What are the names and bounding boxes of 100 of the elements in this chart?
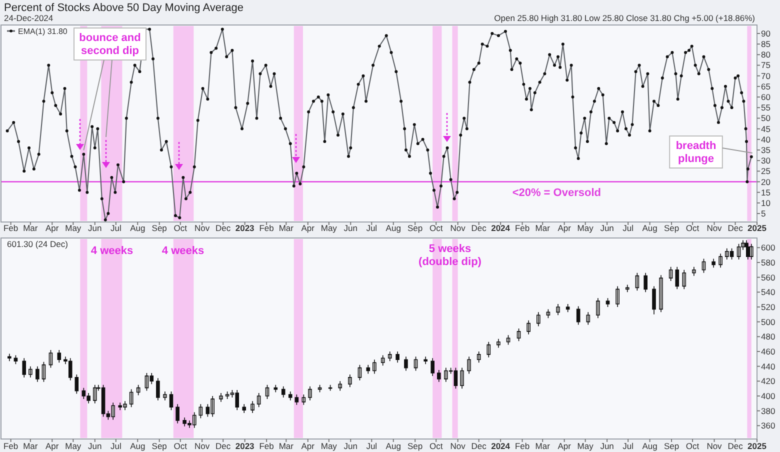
x-tick-label: Dec: [216, 223, 232, 233]
candlestick: [682, 269, 686, 290]
candlestick: [659, 274, 663, 313]
x-tick-label: Feb: [259, 441, 274, 451]
x-tick-label: Jun: [344, 223, 358, 233]
x-tick-label: Feb: [514, 223, 530, 233]
candlestick: [496, 338, 500, 348]
y-tick-label: 520: [761, 302, 776, 312]
x-tick-label: May: [65, 223, 82, 233]
candlestick: [460, 367, 464, 389]
x-tick-label: 2024: [491, 223, 510, 233]
x-tick-label: May: [320, 441, 338, 451]
x-tick-label: Oct: [174, 223, 188, 233]
x-tick-label: Apr: [558, 223, 572, 233]
x-tick-label: Nov: [706, 441, 723, 451]
y-tick-label: 360: [761, 420, 776, 431]
text: Open 25.80 High 31.80 Low 25.80 Close 31.80 Chg +5.00 (+18.86%): [494, 13, 756, 23]
annotation: 4 weeks: [90, 245, 134, 257]
y-tick-label: 460: [761, 346, 776, 356]
x-tick-label: Oct: [686, 223, 700, 233]
candlestick: [288, 391, 292, 401]
x-tick-label: Dec: [471, 223, 488, 233]
candlestick: [437, 370, 441, 382]
x-tick-label: Jul: [366, 441, 378, 451]
candlestick: [424, 356, 428, 364]
x-tick-label: May: [577, 223, 594, 233]
annotation: 601.30 (24 Dec): [7, 239, 68, 249]
x-tick-label: Dec: [216, 441, 232, 451]
candlestick: [22, 358, 26, 378]
x-tick-label: Feb: [259, 223, 274, 233]
x-tick-label: Oct: [429, 441, 444, 451]
x-tick-label: Jul: [110, 441, 122, 451]
y-tick-label: 30: [761, 156, 771, 166]
y-tick-label: 600: [761, 242, 776, 253]
candlestick: [242, 404, 246, 414]
y-tick-label: 560: [761, 272, 776, 282]
y-tick-label: 15: [761, 187, 771, 198]
candlestick: [566, 304, 570, 313]
y-tick-label: 20: [761, 176, 771, 187]
x-tick-label: Oct: [174, 441, 188, 451]
x-tick-label: Aug: [386, 441, 402, 451]
x-tick-label: Apr: [46, 223, 59, 233]
x-tick-label: Apr: [558, 441, 572, 451]
x-tick-label: Jul: [366, 223, 378, 233]
candlestick: [692, 266, 696, 276]
annotation: 4 weeks: [162, 245, 204, 257]
x-tick-label: Jun: [88, 441, 102, 451]
annotation: breadth plunge: [676, 140, 716, 165]
x-tick-label: 2025: [748, 441, 767, 451]
x-tick-label: 2023: [235, 441, 255, 451]
annotation: bounce and second dip: [79, 32, 141, 57]
candlestick: [506, 334, 510, 346]
ref-line-label: <20% = Oversold: [512, 186, 601, 199]
x-tick-label: Oct: [686, 441, 700, 451]
x-tick-label: Jul: [622, 223, 634, 233]
y-tick-label: 75: [761, 60, 771, 70]
candlestick: [380, 354, 385, 366]
y-tick-label: 420: [761, 376, 776, 386]
x-tick-label: Mar: [278, 223, 294, 233]
x-tick-label: 2025: [748, 223, 767, 233]
x-tick-label: Nov: [194, 441, 210, 451]
candlestick: [338, 380, 342, 392]
x-tick-label: Mar: [23, 441, 38, 451]
x-tick-label: Sep: [152, 441, 168, 451]
x-tick-label: Aug: [386, 223, 402, 233]
candlestick: [675, 266, 680, 290]
y-tick-label: 500: [761, 316, 776, 327]
x-tick-label: Mar: [535, 223, 550, 233]
y-tick-label: 65: [761, 81, 771, 92]
chart-title: Percent of Stocks Above 50 Day Moving Average: [4, 2, 244, 14]
candlestick: [430, 358, 434, 376]
candlestick: [712, 258, 716, 268]
candlestick: [652, 286, 656, 315]
x-tick-label: Dec: [728, 223, 744, 233]
legend-label: EMA(1) 31.80: [18, 27, 68, 36]
candlestick: [176, 404, 180, 424]
x-tick-label: Aug: [642, 223, 658, 233]
candlestick: [219, 392, 223, 402]
candlestick: [526, 320, 530, 335]
y-tick-label: 25: [761, 166, 771, 176]
y-tick-label: 440: [761, 361, 776, 372]
x-tick-label: Dec: [728, 441, 744, 451]
y-tick-label: 70: [761, 70, 771, 81]
y-tick-label: 400: [761, 390, 776, 401]
x-tick-label: Mar: [278, 441, 294, 451]
candlestick: [294, 394, 299, 406]
candlestick: [749, 244, 754, 260]
y-tick-label: 80: [761, 50, 771, 60]
candlestick: [388, 351, 392, 362]
x-tick-label: Sep: [408, 223, 423, 233]
candlestick: [250, 400, 254, 414]
x-tick-label: Sep: [152, 223, 168, 233]
y-tick-label: 10: [761, 198, 771, 208]
candlestick: [348, 374, 352, 388]
x-tick-label: Mar: [23, 223, 38, 233]
candlestick: [596, 298, 600, 319]
x-tick-label: Feb: [3, 441, 18, 451]
x-tick-label: Nov: [450, 223, 466, 233]
x-tick-label: Aug: [130, 441, 146, 451]
candlestick: [586, 312, 590, 326]
